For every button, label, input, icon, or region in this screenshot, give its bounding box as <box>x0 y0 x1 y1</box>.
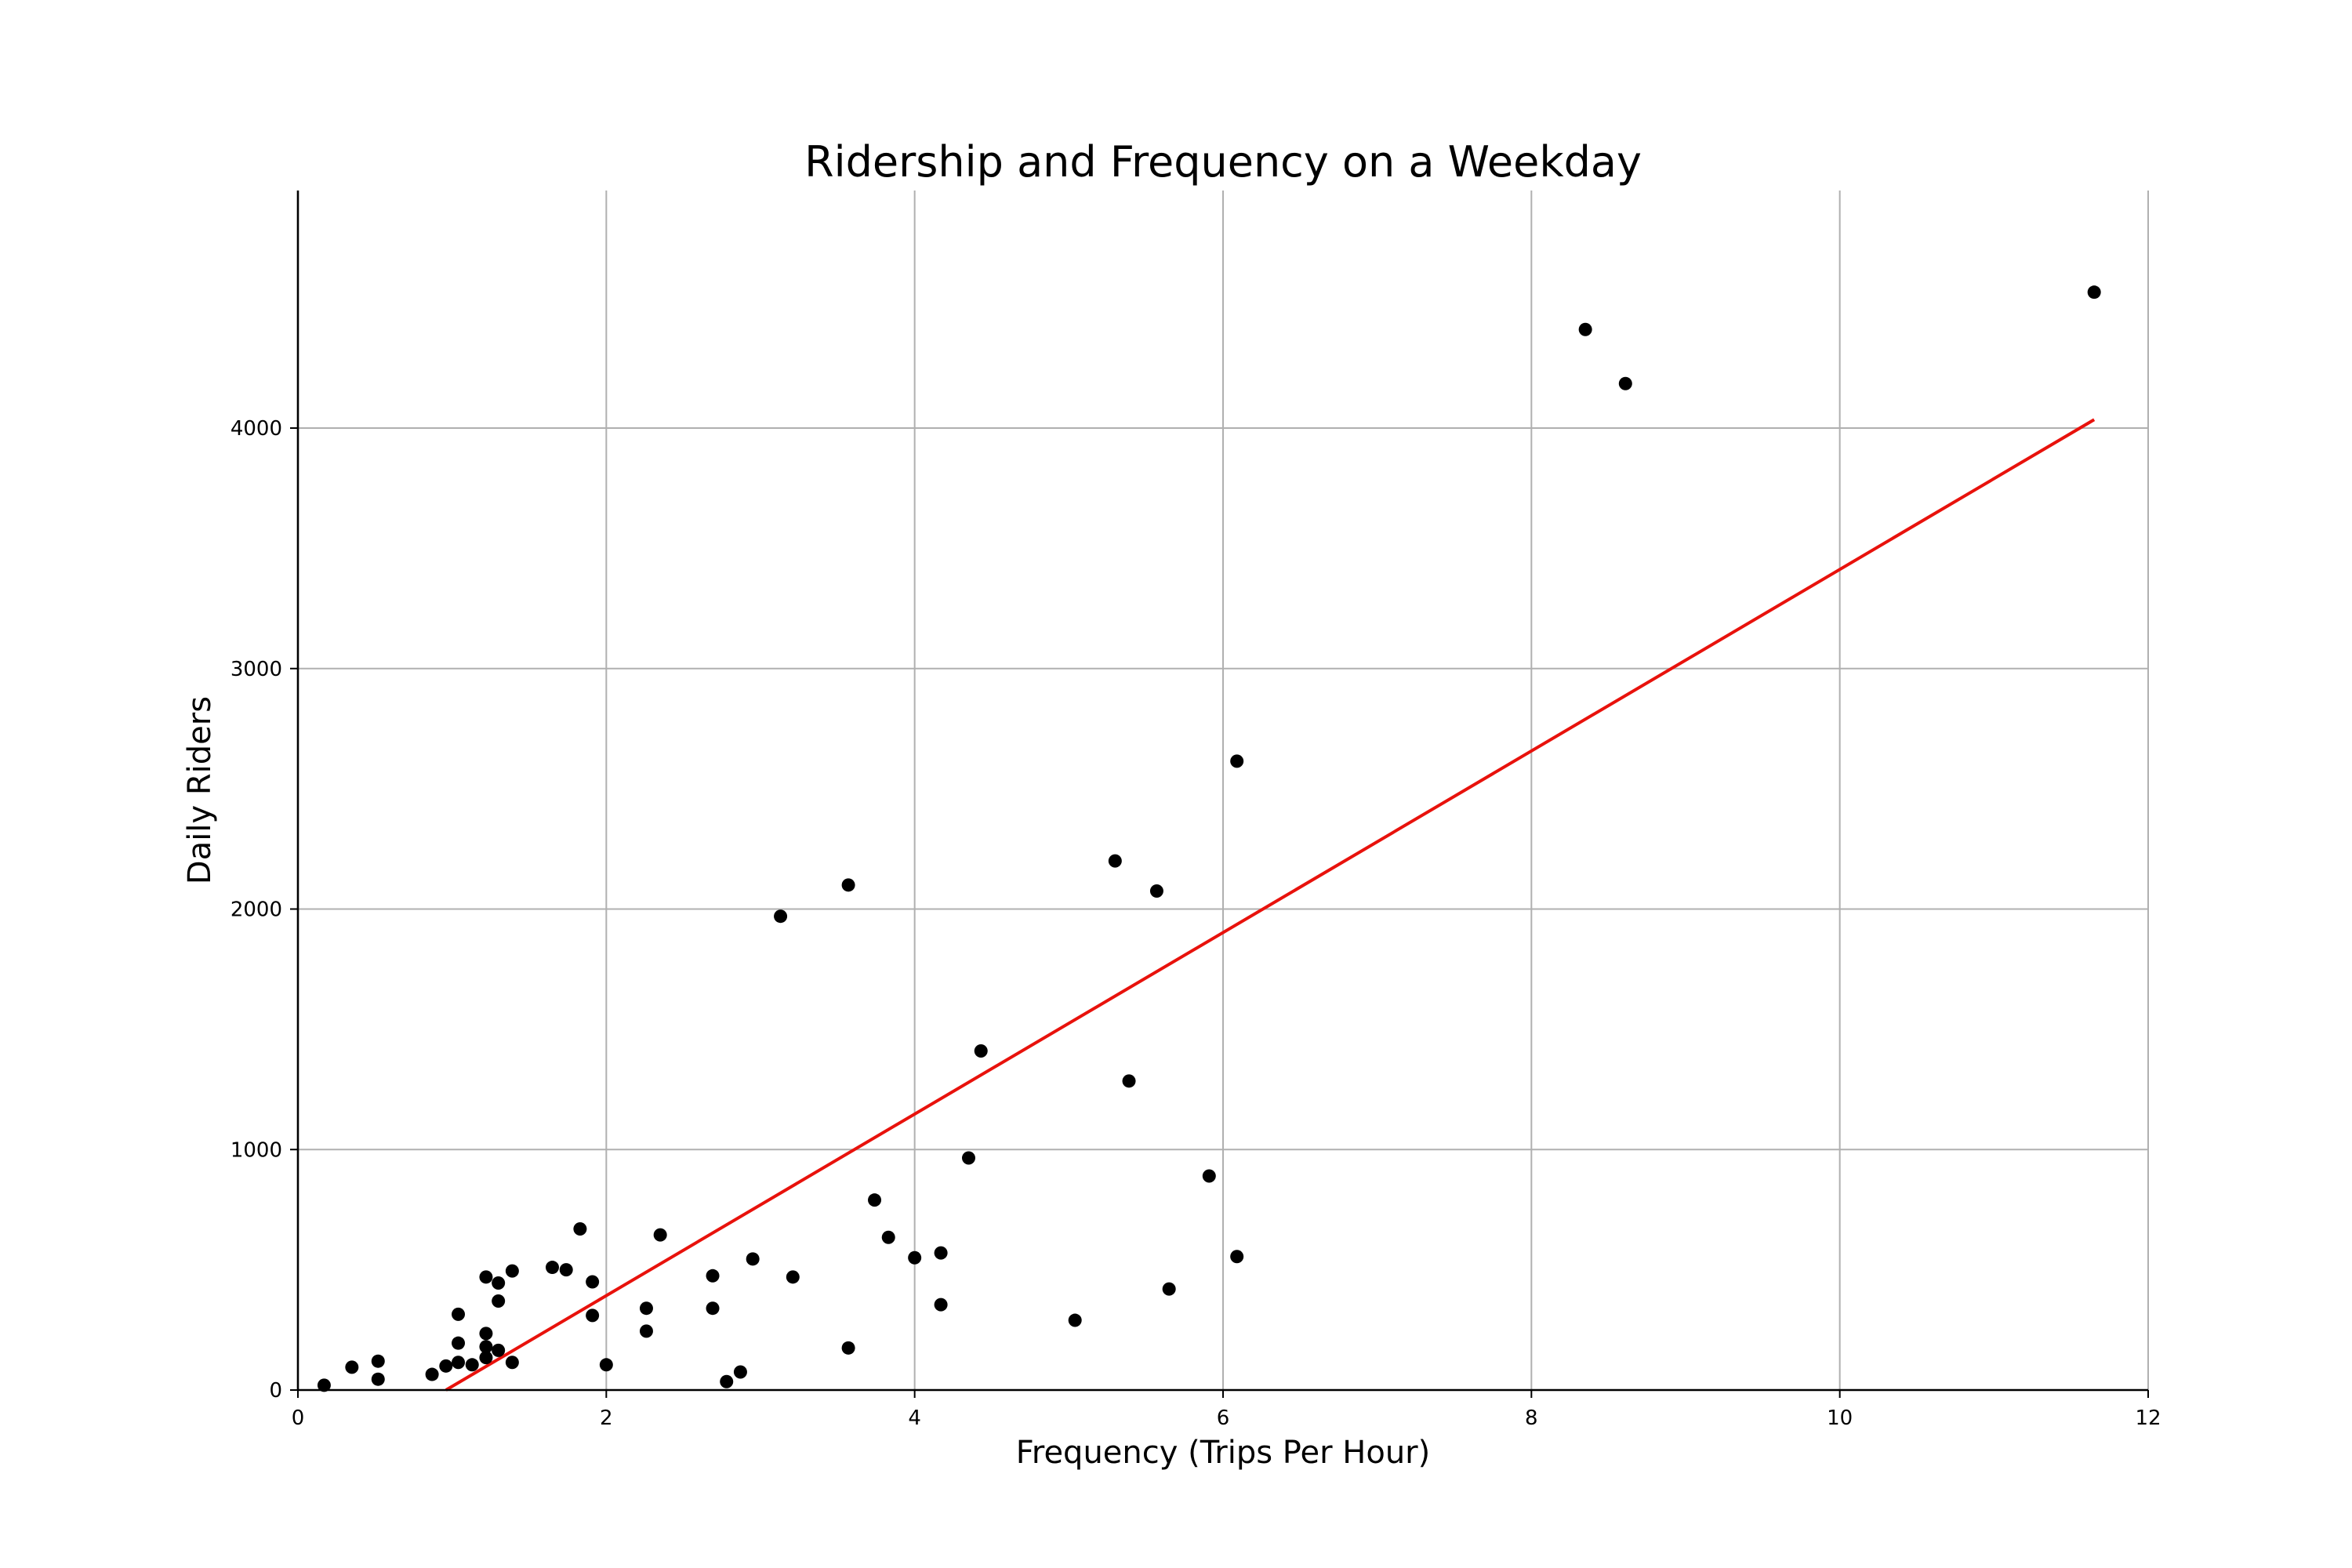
data-point <box>706 1269 720 1283</box>
data-point <box>881 1230 895 1244</box>
data-point <box>841 878 855 892</box>
data-point <box>774 909 788 924</box>
data-point <box>425 1367 439 1381</box>
data-point <box>465 1358 479 1372</box>
data-point <box>479 1270 493 1284</box>
data-points <box>317 285 2101 1392</box>
x-tick-label: 2 <box>600 1406 613 1430</box>
data-point <box>1578 322 1592 336</box>
data-point <box>371 1372 385 1386</box>
y-tick-label: 0 <box>269 1379 282 1403</box>
x-tick-label: 0 <box>292 1406 305 1430</box>
grid-lines <box>298 191 2149 1390</box>
data-point <box>371 1354 385 1368</box>
data-point <box>1068 1313 1082 1327</box>
y-axis-label: Daily Riders <box>182 696 218 884</box>
data-point <box>546 1261 559 1275</box>
data-point <box>573 1221 587 1236</box>
data-point <box>505 1264 519 1278</box>
data-point <box>1202 1169 1216 1183</box>
data-point <box>2087 285 2101 299</box>
data-point <box>505 1356 519 1370</box>
data-point <box>720 1374 734 1388</box>
data-point <box>733 1365 747 1379</box>
data-point <box>479 1327 493 1341</box>
data-point <box>974 1044 988 1058</box>
y-tick-label: 3000 <box>230 658 282 681</box>
data-point <box>962 1151 975 1165</box>
data-point <box>599 1358 613 1372</box>
data-point <box>934 1298 948 1312</box>
x-tick-label: 4 <box>908 1406 921 1430</box>
axes <box>290 191 2149 1398</box>
data-point <box>317 1378 331 1392</box>
data-point <box>492 1343 506 1357</box>
data-point <box>586 1308 600 1323</box>
data-point <box>1230 1250 1244 1264</box>
data-point <box>479 1340 493 1354</box>
data-point <box>345 1360 359 1374</box>
data-point <box>841 1341 855 1355</box>
x-tick-label: 10 <box>1827 1406 1853 1430</box>
data-point <box>1108 854 1122 868</box>
data-point <box>559 1263 573 1277</box>
data-point <box>492 1276 506 1290</box>
chart-title: Ridership and Frequency on a Weekday <box>804 137 1642 187</box>
tick-labels: 0 2 4 6 8 10 12 0 1000 2000 3000 4000 <box>230 417 2161 1430</box>
data-point <box>479 1351 493 1365</box>
x-tick-label: 8 <box>1525 1406 1538 1430</box>
data-point <box>452 1307 466 1321</box>
data-point <box>1618 376 1632 390</box>
data-point <box>1149 884 1163 898</box>
data-point <box>1230 754 1244 768</box>
data-point <box>746 1252 760 1266</box>
fit-line-layer <box>445 418 2096 1392</box>
y-tick-label: 2000 <box>230 898 282 922</box>
data-point <box>639 1301 653 1316</box>
trend-line <box>445 418 2096 1392</box>
data-point <box>934 1246 948 1260</box>
data-point <box>439 1359 453 1373</box>
data-point <box>868 1193 882 1207</box>
data-point <box>639 1324 653 1338</box>
data-point <box>1162 1282 1176 1296</box>
data-point <box>908 1250 922 1265</box>
x-tick-label: 6 <box>1217 1406 1230 1430</box>
data-point <box>452 1356 466 1370</box>
data-point <box>653 1228 667 1242</box>
data-point <box>1122 1074 1136 1088</box>
y-tick-label: 1000 <box>230 1138 282 1162</box>
data-point <box>492 1294 506 1308</box>
x-tick-label: 12 <box>2135 1406 2161 1430</box>
y-tick-label: 4000 <box>230 417 282 441</box>
data-point <box>586 1275 600 1289</box>
data-point <box>452 1336 466 1350</box>
data-point <box>786 1270 800 1284</box>
data-point <box>706 1301 720 1316</box>
x-axis-label: Frequency (Trips Per Hour) <box>1016 1435 1430 1471</box>
